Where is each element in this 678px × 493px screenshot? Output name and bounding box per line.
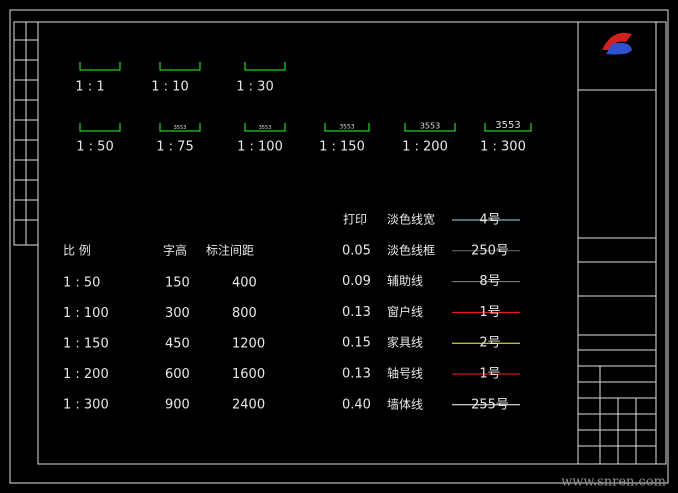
logo bbox=[602, 32, 632, 55]
dimension-text: 3553 bbox=[339, 124, 354, 131]
scale-label: 1 : 150 bbox=[319, 140, 365, 155]
watermark: www.snren.com bbox=[561, 475, 666, 490]
pen-width: 0.09 bbox=[342, 274, 371, 289]
title-block bbox=[577, 21, 657, 465]
pen-width: 0.13 bbox=[342, 305, 371, 320]
pen-number: 250号 bbox=[471, 243, 509, 258]
table-cell: 1 : 50 bbox=[63, 276, 100, 291]
pen-name: 窗户线 bbox=[387, 304, 423, 319]
pen-name: 家具线 bbox=[387, 335, 423, 350]
dimension-text: 3553 bbox=[420, 122, 440, 131]
pen-name: 轴号线 bbox=[387, 366, 423, 381]
scale-sample bbox=[484, 123, 532, 132]
scale-sample bbox=[244, 123, 286, 132]
pen-name: 辅助线 bbox=[387, 274, 423, 288]
pen-width: 0.40 bbox=[342, 397, 371, 412]
scale-sample bbox=[244, 62, 286, 71]
pen-width: 0.05 bbox=[342, 243, 371, 258]
pen-name: 淡色线宽 bbox=[387, 212, 435, 227]
pen-name: 淡色线框 bbox=[387, 243, 435, 257]
pen-number: 255号 bbox=[471, 397, 509, 412]
table-cell: 1 : 150 bbox=[63, 337, 109, 352]
dimension-text: 3553 bbox=[174, 125, 187, 131]
pen-header: 打印 bbox=[343, 213, 367, 227]
scale-sample bbox=[324, 123, 370, 132]
scale-label: 1 : 10 bbox=[151, 80, 188, 95]
scale-label: 1 : 1 bbox=[75, 80, 104, 95]
table-cell: 900 bbox=[165, 398, 190, 413]
scale-label: 1 : 30 bbox=[236, 80, 273, 95]
pen-width: 0.13 bbox=[342, 367, 371, 382]
table-cell: 1 : 200 bbox=[63, 367, 109, 382]
table-cell: 600 bbox=[165, 367, 190, 382]
table-cell: 800 bbox=[232, 306, 257, 321]
scale-label: 1 : 300 bbox=[480, 140, 526, 155]
table-header: 字高 bbox=[163, 243, 187, 258]
pen-name: 墙体线 bbox=[387, 397, 423, 411]
table-cell: 1 : 300 bbox=[63, 398, 109, 413]
outer-frame bbox=[9, 9, 669, 484]
table-cell: 1600 bbox=[232, 367, 265, 382]
table-header: 比 例 bbox=[63, 244, 91, 258]
dimension-text: 3553 bbox=[495, 120, 520, 131]
scale-sample bbox=[79, 62, 121, 71]
left-strip bbox=[13, 21, 39, 246]
pen-number: 8号 bbox=[479, 274, 500, 289]
table-header: 标注间距 bbox=[206, 243, 254, 258]
scale-label: 1 : 50 bbox=[76, 140, 113, 155]
scale-sample bbox=[159, 62, 201, 71]
table-cell: 1200 bbox=[232, 337, 265, 352]
pen-number: 4号 bbox=[479, 213, 500, 228]
table-cell: 400 bbox=[232, 276, 257, 291]
dimension-text: 3553 bbox=[259, 125, 272, 131]
table-cell: 300 bbox=[165, 306, 190, 321]
table-cell: 2400 bbox=[232, 398, 265, 413]
pen-number: 1号 bbox=[479, 305, 500, 320]
scale-label: 1 : 200 bbox=[402, 140, 448, 155]
scale-sample bbox=[79, 123, 121, 132]
pen-width: 0.15 bbox=[342, 336, 371, 351]
pen-number: 1号 bbox=[479, 367, 500, 382]
table-cell: 450 bbox=[165, 337, 190, 352]
scale-label: 1 : 100 bbox=[237, 140, 283, 155]
pen-number: 2号 bbox=[479, 336, 500, 351]
scale-label: 1 : 75 bbox=[156, 140, 193, 155]
scale-sample bbox=[404, 123, 456, 132]
table-cell: 1 : 100 bbox=[63, 306, 109, 321]
scale-sample bbox=[159, 123, 201, 132]
table-cell: 150 bbox=[165, 276, 190, 291]
